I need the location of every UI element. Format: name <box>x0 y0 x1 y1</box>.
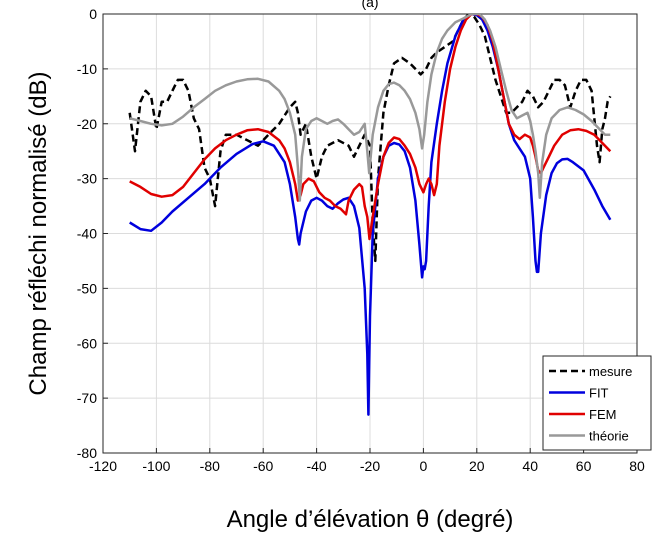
legend-label: FEM <box>589 407 616 422</box>
x-tick-label: -120 <box>89 458 117 474</box>
y-tick-label: -10 <box>77 61 97 77</box>
series-line-fem <box>129 14 612 241</box>
legend-label: FIT <box>589 386 609 401</box>
y-tick-label: -30 <box>77 171 97 187</box>
series-layer <box>128 14 612 416</box>
y-axis-title: Champ réfléchi normalisé (dB) <box>25 71 52 395</box>
x-tick-label: 40 <box>522 458 538 474</box>
y-tick-label: -60 <box>77 335 97 351</box>
series-line-mesure <box>128 14 612 263</box>
y-tick-label: -20 <box>77 116 97 132</box>
x-tick-label: -100 <box>142 458 170 474</box>
series-line-fit <box>129 14 612 416</box>
x-tick-label: -60 <box>253 458 273 474</box>
x-tick-label: -40 <box>306 458 326 474</box>
series-line-th-orie <box>129 14 611 202</box>
x-tick-label: -20 <box>360 458 380 474</box>
x-tick-label: 80 <box>629 458 645 474</box>
y-tick-label: -40 <box>77 226 97 242</box>
x-tick-label: 60 <box>576 458 592 474</box>
x-axis: -120 -100 -80 -60 -40 -20 0 20 40 60 80 <box>89 448 645 474</box>
legend-label: mesure <box>589 364 632 379</box>
x-axis-title: Angle d’élévation θ (degré) <box>227 506 514 533</box>
chart-title: (a) <box>361 0 378 10</box>
x-tick-label: 20 <box>469 458 485 474</box>
x-tick-label: 0 <box>420 458 428 474</box>
y-tick-label: 0 <box>89 6 97 22</box>
y-tick-label: -70 <box>77 390 97 406</box>
x-tick-label: -80 <box>200 458 220 474</box>
y-axis: 0 -10 -20 -30 -40 -50 -60 -70 -80 <box>77 6 108 461</box>
legend-label: théorie <box>589 429 629 444</box>
y-tick-label: -50 <box>77 280 97 296</box>
y-tick-label: -80 <box>77 445 97 461</box>
legend: mesure FIT FEM théorie <box>542 355 652 451</box>
